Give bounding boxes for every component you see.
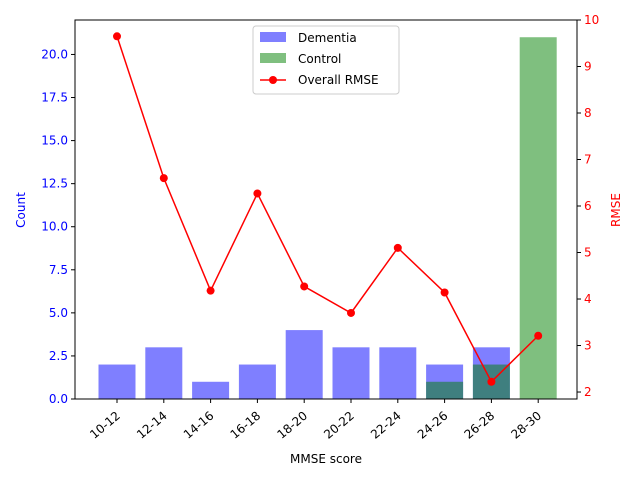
- y-axis-left-label: Count: [14, 192, 28, 228]
- legend-swatch-dementia: [260, 32, 286, 42]
- y-right-tick-label: 2: [584, 385, 592, 399]
- rmse-point-26-28: [487, 377, 496, 386]
- x-axis: 10-12 12-14 14-16 16-18 18-20 20-22 22-24 24-26…: [87, 399, 544, 442]
- legend-marker-rmse: [269, 76, 277, 84]
- y-axis-right-label: RMSE: [609, 193, 623, 227]
- legend-swatch-control: [260, 53, 286, 63]
- legend-label-rmse: Overall RMSE: [298, 73, 379, 87]
- x-tick-label: 16-18: [228, 409, 264, 442]
- rmse-point-20-22: [347, 308, 355, 317]
- y-right-tick-label: 9: [584, 60, 592, 74]
- x-tick-label: 28-30: [508, 409, 544, 442]
- x-tick-label: 22-24: [368, 409, 404, 442]
- y-left-tick-label: 0.0: [49, 392, 68, 406]
- y-right-tick-label: 4: [584, 292, 592, 306]
- legend-label-dementia: Dementia: [298, 31, 357, 45]
- dementia-bar-20-22: [332, 347, 370, 399]
- control-bar-28-30: [519, 37, 557, 400]
- rmse-point-12-14: [159, 174, 168, 183]
- x-axis-label: MMSE score: [290, 452, 362, 466]
- x-tick-label: 18-20: [274, 409, 310, 442]
- rmse-point-28-30: [534, 331, 543, 340]
- y-right-tick-label: 3: [584, 339, 592, 353]
- dementia-bar-10-12: [98, 364, 136, 399]
- x-tick-label: 24-26: [415, 409, 451, 442]
- y-right-tick-label: 7: [584, 153, 592, 167]
- y-left-tick-label: 2.5: [49, 349, 68, 363]
- y-left-tick-label: 12.5: [41, 177, 68, 191]
- y-right-tick-label: 10: [584, 13, 599, 27]
- y-left-tick-label: 15.0: [41, 134, 68, 148]
- rmse-polyline: [116, 36, 539, 384]
- x-tick-label: 14-16: [181, 409, 217, 442]
- x-tick-label: 12-14: [134, 409, 170, 442]
- x-tick-label: 20-22: [321, 409, 357, 442]
- rmse-line-series: [113, 32, 543, 386]
- control-bars: [426, 37, 557, 400]
- x-tick-label: 26-28: [462, 409, 498, 442]
- y-left-tick-label: 5.0: [49, 306, 68, 320]
- rmse-point-16-18: [253, 189, 262, 198]
- y-right-tick-label: 5: [584, 246, 592, 260]
- y-left-tick-label: 10.0: [41, 220, 68, 234]
- x-tick-label: 10-12: [87, 409, 123, 442]
- legend: Dementia Control Overall RMSE: [252, 25, 400, 95]
- legend-box: [252, 25, 400, 95]
- y-axis-left: 0.0 2.5 5.0 7.5 10.0 12.5 15.0 17.5 20.0: [41, 47, 75, 406]
- dementia-bar-14-16: [192, 381, 230, 399]
- legend-label-control: Control: [298, 52, 341, 66]
- dementia-bar-16-18: [238, 364, 276, 399]
- rmse-point-18-20: [300, 282, 309, 291]
- y-right-tick-label: 6: [584, 199, 592, 213]
- control-bar-24-26: [426, 381, 464, 399]
- rmse-point-14-16: [206, 286, 215, 295]
- plot-frame: [74, 19, 578, 400]
- y-left-tick-label: 7.5: [49, 263, 68, 277]
- y-left-tick-label: 20.0: [41, 47, 68, 61]
- dementia-bar-22-24: [379, 347, 417, 399]
- rmse-point-22-24: [393, 243, 402, 252]
- rmse-point-24-26: [440, 288, 449, 297]
- dementia-bar-12-14: [145, 347, 183, 399]
- y-axis-right: 2 3 4 5 6 7 8 9 10: [577, 13, 599, 399]
- y-right-tick-label: 8: [584, 106, 592, 120]
- y-left-tick-label: 17.5: [41, 91, 68, 105]
- rmse-point-10-12: [113, 32, 121, 41]
- dementia-bar-18-20: [285, 330, 323, 399]
